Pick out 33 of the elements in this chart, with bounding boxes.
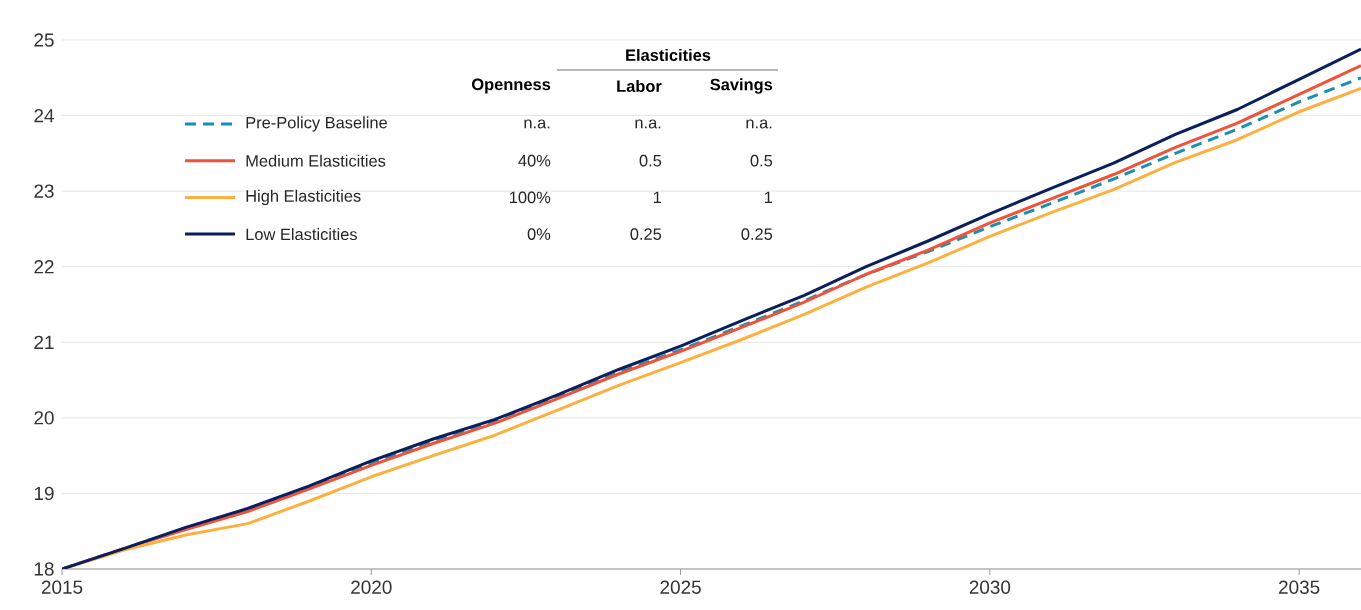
x-tick-label: 2025 xyxy=(660,580,701,594)
legend-label: Pre-Policy Baseline xyxy=(246,116,387,132)
annotation: Elasticities xyxy=(626,48,711,62)
annotation: 1 xyxy=(764,191,773,204)
annotation: Labor xyxy=(617,79,662,93)
annotation: 0.25 xyxy=(630,228,662,240)
y-tick-label: 21 xyxy=(34,335,54,349)
annotation: Savings xyxy=(710,78,773,94)
annotation: n.a. xyxy=(635,119,661,129)
legend-label: Medium Elasticities xyxy=(246,154,386,167)
annotation: 0.5 xyxy=(639,154,662,167)
y-tick-label: 20 xyxy=(34,411,54,425)
legend-label: Low Elasticities xyxy=(246,228,357,241)
annotation: Openness xyxy=(472,78,551,94)
y-tick-label: 24 xyxy=(34,108,54,123)
y-tick-label: 25 xyxy=(34,33,54,47)
y-tick-label: 22 xyxy=(34,260,54,274)
y-tick-label: 23 xyxy=(34,184,54,198)
annotation: 0.5 xyxy=(750,154,773,167)
x-tick-label: 2035 xyxy=(1279,580,1320,594)
annotation: 0.25 xyxy=(741,228,773,240)
y-tick-label: 18 xyxy=(34,562,54,576)
annotation: 0% xyxy=(527,228,551,240)
x-tick-label: 2020 xyxy=(351,580,392,594)
annotation: n.a. xyxy=(746,119,772,129)
legend-label: High Elasticities xyxy=(246,189,361,206)
annotation: 1 xyxy=(653,191,662,204)
annotation: 40% xyxy=(518,154,551,167)
x-tick-label: 2030 xyxy=(969,580,1011,594)
x-tick-label: 2015 xyxy=(41,580,83,594)
annotation: n.a. xyxy=(524,119,550,129)
annotation: 100% xyxy=(510,191,551,204)
y-tick-label: 19 xyxy=(34,486,54,501)
